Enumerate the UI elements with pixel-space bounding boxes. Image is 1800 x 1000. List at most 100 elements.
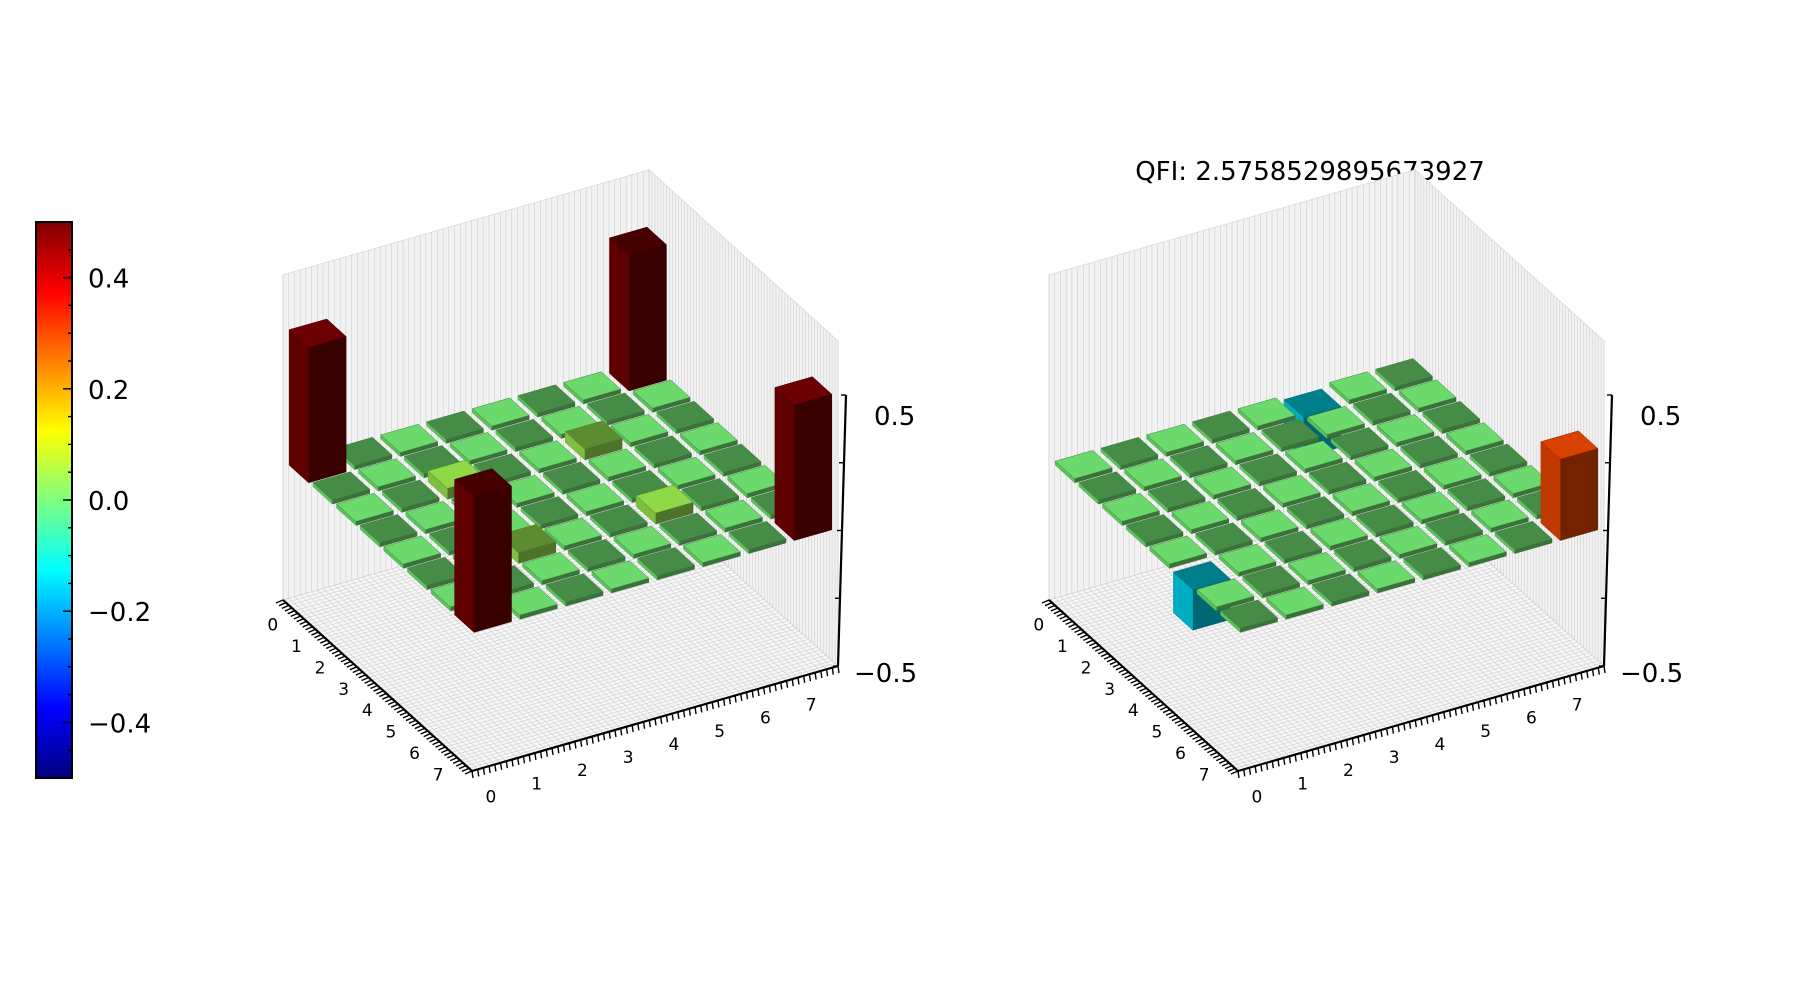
x-axis-tick	[376, 690, 384, 695]
bar-top	[1239, 453, 1298, 483]
x-tick-label: 5	[1152, 723, 1163, 743]
bar-face	[1559, 448, 1599, 541]
bar-top	[1398, 379, 1457, 409]
x-axis-tick	[340, 658, 349, 663]
y-axis-tick	[1426, 716, 1429, 724]
x-axis-tick	[455, 762, 464, 767]
y-axis-tick	[1260, 764, 1263, 772]
matrix-plot-right: QFI: 2.5758529895673927 0123456701234567…	[1033, 157, 1683, 807]
x-axis-tick	[1106, 658, 1115, 663]
bar-3-2	[1217, 488, 1276, 522]
y-axis-tick	[642, 721, 646, 729]
colorbar-tick-label: 0.4	[88, 265, 129, 295]
y-axis-tick	[1477, 701, 1480, 710]
bar-top	[1054, 450, 1113, 479]
x-axis-tick	[1159, 706, 1168, 711]
bar-4-4	[566, 483, 625, 517]
bar-top	[634, 435, 693, 465]
x-axis-tick	[402, 714, 411, 719]
x-axis-tick	[464, 770, 473, 775]
y-axis-tick	[728, 697, 732, 705]
floor-grid-line	[1193, 625, 1560, 732]
x-axis-tick	[1227, 767, 1236, 772]
x-axis-tick	[337, 655, 346, 660]
bar-top	[1242, 565, 1301, 595]
x-axis-tick	[396, 708, 405, 714]
floor-grid-line	[1169, 604, 1537, 710]
plot-title: QFI: 2.5758529895673927	[1135, 157, 1485, 187]
x-tick-label: 1	[291, 637, 302, 657]
bar-2-5	[564, 420, 623, 461]
bar-top	[518, 440, 577, 470]
bar-7-1	[1265, 586, 1324, 620]
x-axis-tick	[1162, 708, 1171, 714]
bar-top	[1425, 512, 1484, 542]
y-axis-tick	[677, 711, 680, 720]
bar-3-4	[542, 461, 601, 495]
x-axis-tick	[1059, 615, 1067, 620]
x-axis-tick	[361, 676, 369, 682]
bar-3-0	[359, 514, 418, 548]
x-tick-label: 6	[1175, 744, 1186, 764]
x-axis-tick	[1097, 650, 1106, 655]
bar-0-4	[1237, 397, 1296, 431]
floor-grid-line	[1172, 606, 1540, 713]
x-axis-tick	[331, 650, 340, 655]
x-axis-tick	[334, 652, 343, 658]
z-tick-label: −0.5	[854, 659, 917, 689]
floor-grid-line	[1220, 649, 1587, 756]
y-tick-label: 3	[623, 748, 634, 768]
y-axis-tick	[1374, 731, 1377, 739]
bar-0-2	[380, 423, 439, 458]
y-axis-tick	[1328, 744, 1332, 752]
x-axis-tick	[311, 631, 319, 636]
y-axis-tick	[825, 669, 829, 677]
y-axis-tick	[1237, 770, 1240, 779]
bar-top	[679, 422, 738, 452]
bar-top	[637, 547, 696, 577]
y-axis-tick	[471, 770, 474, 779]
y-axis-tick	[1460, 706, 1463, 715]
floor-grid-line	[580, 514, 770, 686]
bar-top	[449, 432, 508, 461]
bar-6-3	[1333, 539, 1392, 573]
floor-grid-line	[406, 606, 774, 713]
x-axis-tick	[328, 647, 337, 652]
floor-grid-line	[1175, 609, 1543, 716]
y-axis-tick	[517, 757, 520, 765]
y-axis-tick	[637, 723, 640, 731]
floor-grid-line	[1167, 601, 1534, 708]
floor-grid-line	[625, 501, 816, 673]
bar-top	[1540, 430, 1599, 460]
x-axis-tick	[444, 751, 452, 756]
floor-grid-line	[439, 636, 806, 742]
y-axis-tick	[831, 667, 834, 675]
bar-top	[1240, 509, 1299, 539]
x-axis-tick	[390, 703, 399, 708]
y-axis-tick	[722, 698, 726, 706]
y-axis-tick	[654, 718, 657, 726]
bar-1-1	[1124, 458, 1183, 492]
floor-grid-line	[466, 660, 833, 766]
x-axis-tick	[1177, 722, 1186, 727]
x-axis-tick	[408, 719, 417, 724]
floor-grid-line	[1161, 596, 1528, 702]
y-tick-label: 0	[485, 787, 496, 807]
x-axis-tick	[1142, 690, 1150, 695]
bar-3-4	[1308, 461, 1367, 495]
y-tick-label: 6	[760, 709, 771, 729]
y-axis-tick	[1243, 769, 1246, 777]
x-axis-tick	[1071, 626, 1079, 631]
bar-5-3	[1310, 517, 1369, 551]
y-axis-tick	[1563, 677, 1566, 685]
bar-7-3	[591, 560, 650, 594]
x-axis-tick	[370, 684, 378, 690]
y-axis-tick	[1311, 749, 1315, 757]
bar-2-1	[381, 479, 440, 513]
bar-top	[1445, 422, 1504, 452]
bar-top	[1494, 521, 1553, 550]
floor-grid-line	[1202, 633, 1569, 740]
y-axis-tick	[791, 679, 794, 687]
y-axis-tick	[1603, 665, 1606, 674]
bar-0-0	[288, 318, 347, 484]
